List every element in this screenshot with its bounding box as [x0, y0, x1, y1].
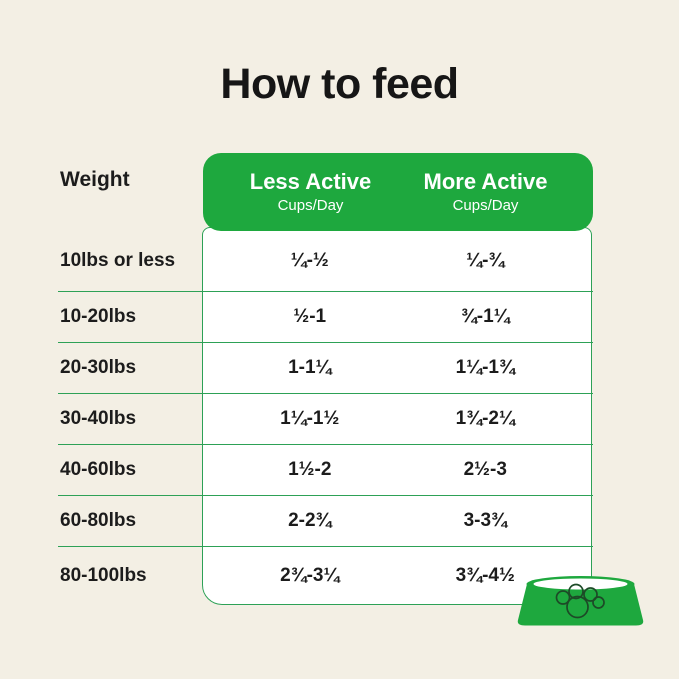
table-row: 80-100lbs 2¾-3¼ 3¾-4½	[58, 547, 593, 605]
more-active-units: Cups/Day	[452, 197, 519, 215]
less-active-units: Cups/Day	[277, 197, 344, 215]
weight-column-header: Weight	[60, 168, 130, 191]
more-active-value: ¾-1¼	[460, 306, 510, 327]
table-row: 10lbs or less ¼-½ ¼-¾	[58, 231, 593, 292]
row-weight-label: 20-30lbs	[60, 357, 137, 378]
row-weight-label: 40-60lbs	[60, 459, 137, 480]
table-row: 30-40lbs 1¼-1½ 1¾-2¼	[58, 394, 593, 445]
column-header-more-active: More Active Cups/Day	[398, 153, 573, 231]
column-header-less-active: Less Active Cups/Day	[223, 153, 398, 231]
less-active-value: 2-2¾	[288, 510, 332, 531]
more-active-value: 2½-3	[463, 459, 507, 480]
row-weight-label: 10-20lbs	[60, 306, 137, 327]
table-row: 60-80lbs 2-2¾ 3-3¾	[58, 496, 593, 547]
more-active-label: More Active	[423, 168, 548, 194]
less-active-value: 1½-2	[288, 459, 332, 480]
page-title: How to feed	[220, 60, 459, 108]
less-active-value: 1-1¼	[288, 357, 332, 378]
table-row: 20-30lbs 1-1¼ 1¼-1¾	[58, 343, 593, 394]
less-active-value: ¼-½	[290, 250, 329, 271]
row-weight-label: 80-100lbs	[60, 565, 147, 586]
more-active-value: 3¾-4½	[455, 565, 515, 586]
more-active-value: 1¼-1¾	[455, 357, 515, 378]
table-rows: 10lbs or less ¼-½ ¼-¾ 10-20lbs ½-1 ¾-1¼ …	[58, 231, 593, 605]
row-weight-label: 30-40lbs	[60, 408, 137, 429]
dog-bowl-paw-icon	[517, 576, 644, 626]
less-active-value: 1¼-1½	[280, 408, 340, 429]
table-row: 10-20lbs ½-1 ¾-1¼	[58, 292, 593, 343]
row-weight-label: 60-80lbs	[60, 510, 137, 531]
table-body-panel	[202, 227, 592, 605]
less-active-value: ½-1	[293, 306, 327, 327]
more-active-value: 1¾-2¼	[455, 408, 515, 429]
more-active-value: 3-3¾	[463, 510, 507, 531]
row-weight-label: 10lbs or less	[60, 250, 176, 271]
less-active-value: 2¾-3¼	[280, 565, 340, 586]
less-active-label: Less Active	[249, 168, 372, 194]
table-row: 40-60lbs 1½-2 2½-3	[58, 445, 593, 496]
table-header: Less Active Cups/Day More Active Cups/Da…	[203, 153, 593, 231]
more-active-value: ¼-¾	[466, 250, 505, 271]
